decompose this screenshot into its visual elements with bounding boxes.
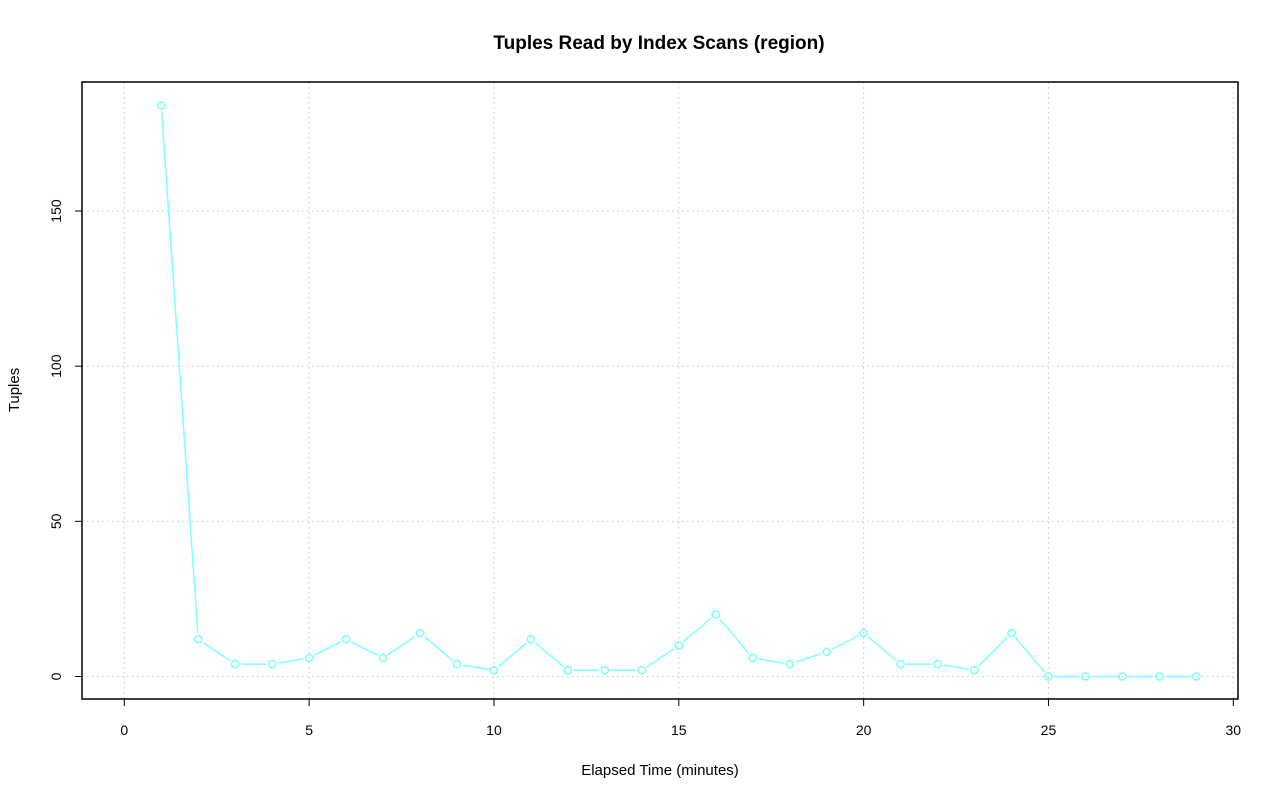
data-point — [341, 634, 351, 644]
series-segment — [867, 636, 897, 661]
x-tick-label: 15 — [671, 722, 687, 738]
y-axis: 0 50 100 150 — [48, 199, 83, 680]
y-tick-label: 100 — [48, 354, 64, 378]
x-tick-label: 25 — [1041, 722, 1057, 738]
data-point — [267, 659, 277, 669]
series-segment — [682, 617, 712, 643]
series-segment — [424, 636, 453, 661]
data-point — [637, 665, 647, 675]
x-axis: 0 5 10 15 20 25 30 — [120, 698, 1242, 738]
data-point — [563, 665, 573, 675]
data-point — [859, 628, 869, 638]
data-point — [304, 653, 314, 663]
data-point — [415, 628, 425, 638]
data-point — [526, 634, 536, 644]
data-point — [489, 665, 499, 675]
series-segment — [387, 635, 416, 656]
data-point — [674, 641, 684, 650]
data-point — [896, 659, 905, 669]
series-segment — [351, 641, 379, 656]
y-axis-label: Tuples — [6, 368, 23, 412]
series-segment — [758, 658, 784, 664]
data-point — [378, 653, 388, 663]
data-point — [600, 665, 610, 675]
y-tick-label: 0 — [48, 672, 64, 680]
x-tick-label: 30 — [1226, 722, 1242, 738]
data-point — [230, 659, 240, 669]
x-tick-label: 0 — [120, 722, 128, 738]
data-point — [970, 665, 979, 675]
series-segment — [160, 111, 199, 634]
data-point — [785, 659, 795, 669]
series-segment — [719, 618, 750, 654]
series-segment — [462, 664, 489, 671]
data-point — [1007, 628, 1016, 638]
data-point — [1118, 672, 1127, 681]
data-point — [1081, 672, 1090, 681]
series-segment — [314, 641, 342, 656]
series-segment — [1014, 637, 1046, 673]
data-point — [822, 647, 832, 657]
data-point — [452, 659, 462, 669]
data-point — [711, 610, 721, 619]
series-segment — [795, 652, 822, 663]
series-segment — [535, 642, 564, 668]
y-tick-label: 50 — [48, 513, 64, 529]
data-point — [1044, 672, 1053, 681]
data-point — [1154, 672, 1164, 681]
data-point — [193, 634, 203, 644]
x-tick-label: 10 — [486, 722, 502, 738]
y-tick-label: 150 — [48, 199, 64, 223]
series-segment — [277, 658, 304, 664]
series-segment — [943, 664, 969, 671]
series-segment — [978, 636, 1008, 667]
x-axis-label: Elapsed Time (minutes) — [581, 762, 739, 779]
series — [156, 101, 1201, 681]
chart-title: Tuples Read by Index Scans (region) — [493, 33, 824, 54]
plot-frame — [81, 81, 1239, 700]
series-segment — [646, 648, 675, 668]
grid — [82, 82, 1238, 699]
series-segment — [498, 642, 527, 668]
data-point — [748, 653, 758, 663]
x-tick-label: 20 — [856, 722, 872, 738]
x-tick-label: 5 — [305, 722, 313, 738]
series-segment — [831, 635, 859, 650]
data-point — [1191, 672, 1201, 681]
data-point — [933, 659, 942, 669]
series-segment — [202, 641, 231, 662]
data-point — [156, 101, 166, 110]
